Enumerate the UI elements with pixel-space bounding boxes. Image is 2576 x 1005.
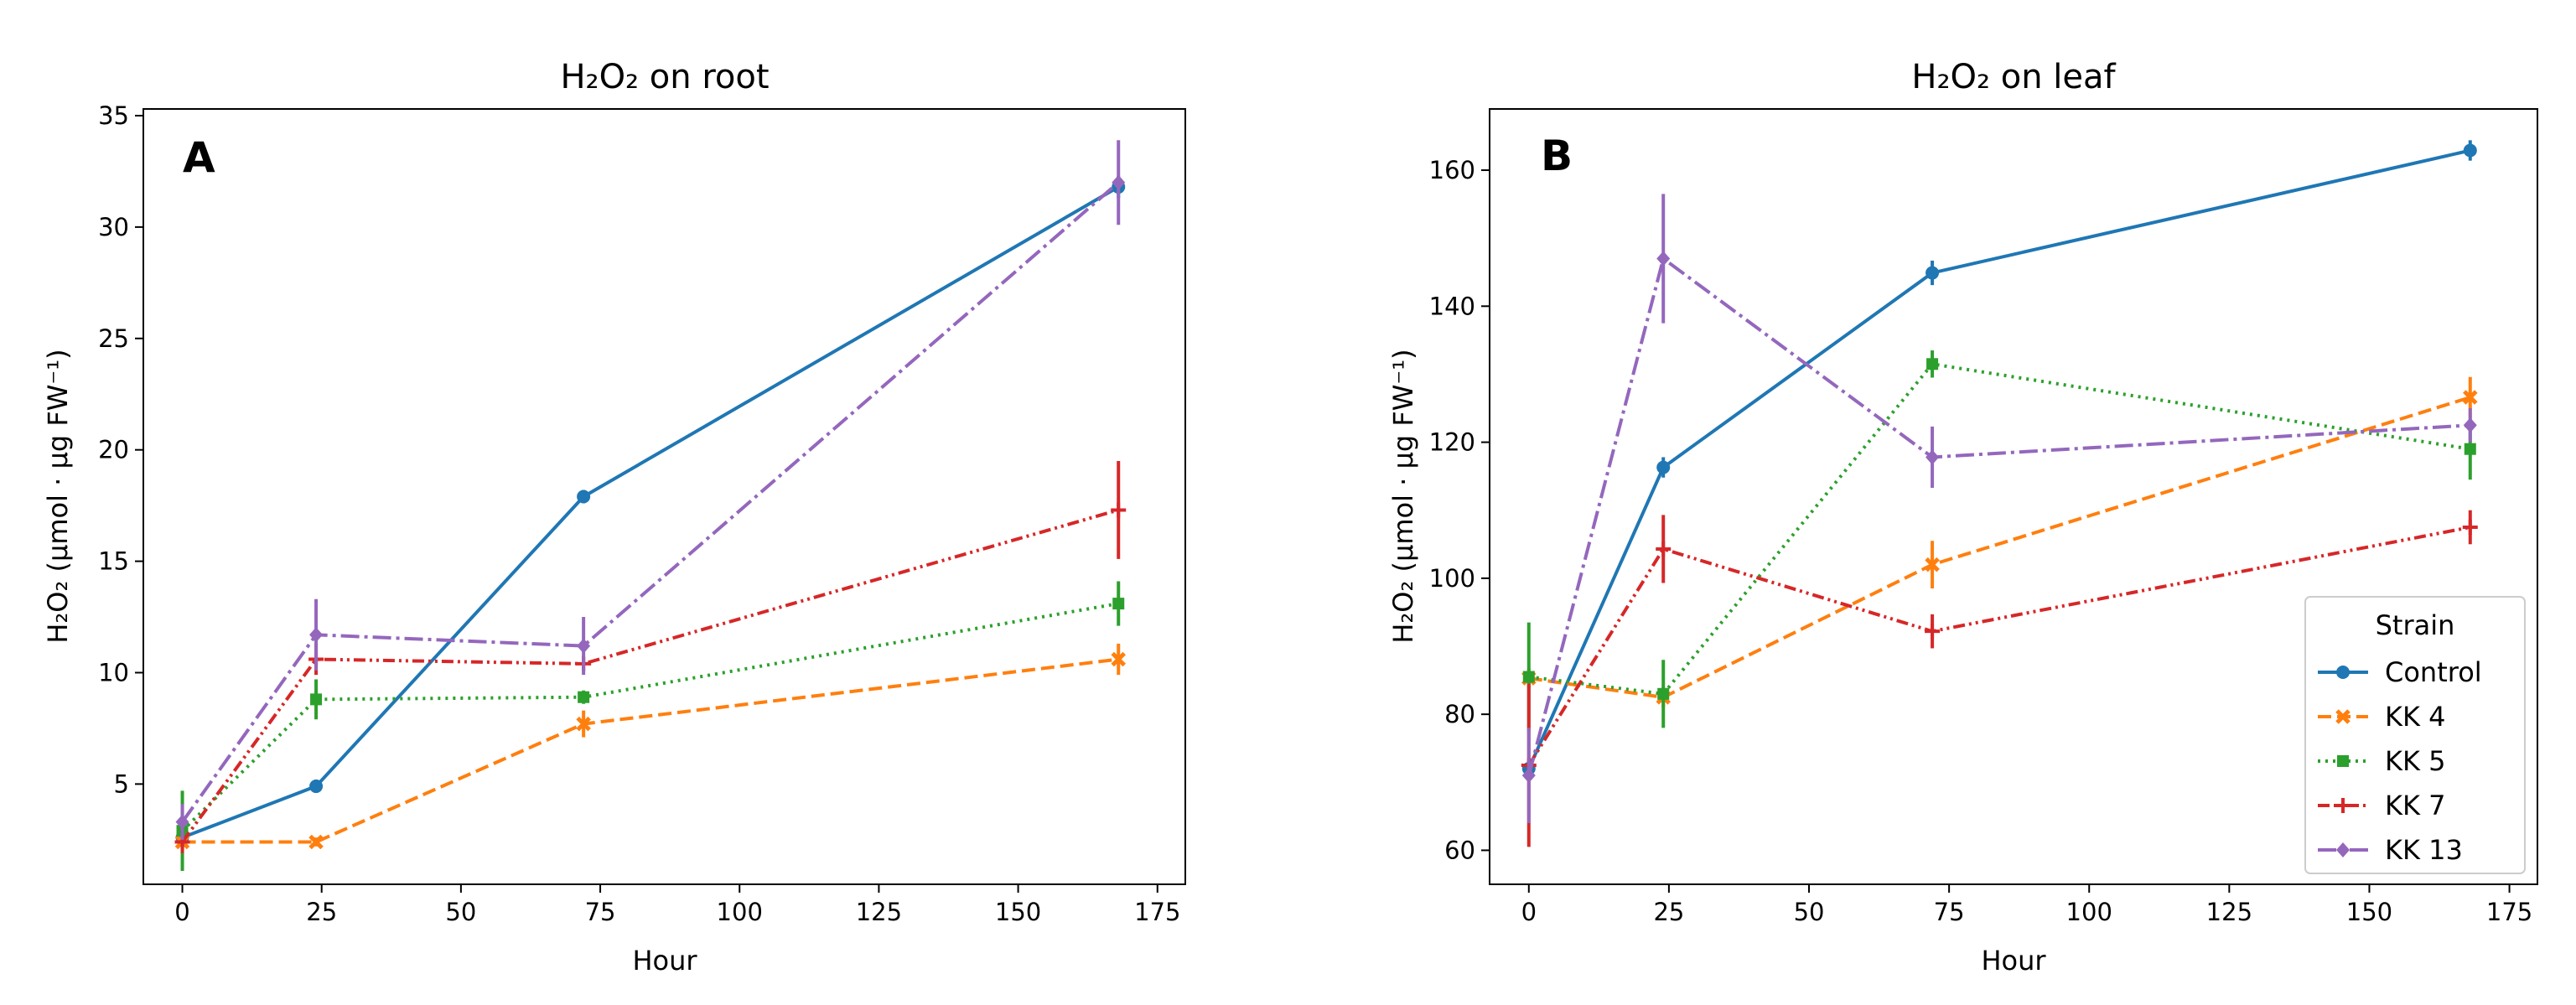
- legend-kk-7-marker: [2335, 798, 2351, 813]
- panel-a-series-kk-5-point: [310, 693, 323, 706]
- panel-a-series-kk-4-point: [308, 834, 324, 850]
- panel-a-series-kk-7-line: [180, 508, 1119, 843]
- panel-a-series-kk-13-point: [309, 627, 324, 643]
- legend-title: Strain: [2376, 609, 2455, 641]
- panel-b-y-tick-label: 100: [1429, 564, 1475, 593]
- legend-kk-5-label: KK 5: [2385, 745, 2446, 777]
- panel-a-series-kk-13-point: [1112, 174, 1126, 190]
- panel-b-x-tick-label: 100: [2066, 898, 2112, 926]
- panel-a-series-kk-4-point: [1111, 651, 1127, 667]
- panel-b-series-kk-7-line: [1527, 526, 2471, 767]
- panel-a-x-tick-label: 150: [995, 898, 1041, 926]
- panel-a: H₂O₂ on root 0 25 50 75 100 125 150 175 5 10 15 20…: [42, 58, 1186, 977]
- panel-b-series-kk-5-point: [1657, 687, 1670, 700]
- panel-a-series-kk-5-point: [578, 691, 590, 703]
- panel-b-y-tick-label: 80: [1444, 700, 1475, 728]
- legend: Strain Control KK 4 KK 5 KK 7 KK 13: [2304, 596, 2526, 874]
- panel-a-x-ticks: 0 25 50 75 100 125 150 175: [174, 884, 1180, 926]
- panel-a-y-tick-label: 5: [114, 769, 129, 798]
- panel-a-x-tick-label: 50: [445, 898, 476, 926]
- panel-a-y-tick-label: 15: [98, 547, 129, 576]
- panel-b-letter: B: [1541, 132, 1573, 180]
- panel-b-series-kk-5-point: [1926, 358, 1939, 370]
- panel-b-y-tick-label: 160: [1429, 156, 1475, 184]
- legend-box: [2304, 596, 2526, 874]
- legend-items: Control KK 4 KK 5 KK 7 KK 13: [2318, 656, 2482, 866]
- panel-b-series-kk-4-point: [1925, 557, 1940, 572]
- panel-b-series-kk-7-point: [1925, 624, 1941, 640]
- panel-a-x-tick-label: 125: [856, 898, 902, 926]
- panel-a-x-tick-label: 0: [174, 898, 189, 926]
- panel-a-series-control-point: [309, 780, 324, 794]
- panel-a-series-kk-5-line: [181, 602, 1119, 832]
- panel-a-letter: A: [183, 133, 215, 182]
- panel-a-series-kk-13-point: [175, 814, 189, 830]
- panel-b-series-kk-5-point: [2464, 443, 2476, 455]
- legend-control-marker: [2336, 666, 2350, 679]
- panel-a-y-tick-label: 25: [98, 324, 129, 353]
- panel-a-x-tick-label: 25: [306, 898, 337, 926]
- legend-kk-5-marker: [2337, 755, 2349, 767]
- panel-a-series-kk-13-point: [577, 638, 591, 654]
- panel-b-series-control-point: [2463, 143, 2477, 158]
- panel-b-x-tick-label: 0: [1521, 898, 1537, 926]
- panel-b-x-axis-label: Hour: [1981, 945, 2046, 977]
- panel-a-y-ticks: 5 10 15 20 25 30 35: [98, 101, 143, 798]
- panel-a-x-tick-label: 100: [717, 898, 763, 926]
- panel-b-y-tick-label: 60: [1444, 836, 1475, 864]
- panel-a-series-kk-4-point: [576, 716, 591, 732]
- panel-a-x-tick-label: 75: [585, 898, 616, 926]
- legend-control-label: Control: [2385, 656, 2482, 688]
- legend-kk-13-marker: [2336, 842, 2350, 857]
- legend-kk-4-label: KK 4: [2385, 701, 2446, 733]
- panel-a-series-kk-13-line: [180, 181, 1120, 823]
- panel-a-y-tick-label: 35: [98, 101, 129, 130]
- panel-a-series-kk-5-point: [1112, 598, 1125, 610]
- panel-b-plot-area: [1521, 140, 2478, 847]
- legend-kk-13-label: KK 13: [2385, 834, 2463, 866]
- panel-a-y-tick-label: 30: [98, 213, 129, 241]
- panel-a-y-tick-label: 10: [98, 658, 129, 686]
- panel-a-series-kk-7-point: [1111, 502, 1127, 518]
- panel-a-y-axis-label: H₂O₂ (µmol · µg FW⁻¹): [42, 349, 74, 643]
- panel-b-series-control-point: [1656, 460, 1671, 474]
- panel-b-series-kk-13-line: [1526, 256, 2470, 776]
- panel-b-title: H₂O₂ on leaf: [1911, 58, 2116, 96]
- panel-b-x-ticks: 0 25 50 75 100 125 150 175: [1521, 884, 2532, 926]
- panel-b-x-tick-label: 50: [1794, 898, 1825, 926]
- panel-b-x-tick-label: 150: [2346, 898, 2392, 926]
- panel-b-y-axis-label: H₂O₂ (µmol · µg FW⁻¹): [1387, 349, 1419, 643]
- panel-a-plot-area: [174, 140, 1127, 872]
- panel-b-series-kk-7-point: [1656, 541, 1672, 557]
- panel-b-series-kk-4-point: [2463, 390, 2478, 405]
- panel-b: H₂O₂ on leaf 0 25 50 75 100 125 150 175 60 80 100…: [1387, 58, 2538, 977]
- panel-b-x-tick-label: 175: [2486, 898, 2532, 926]
- panel-a-title: H₂O₂ on root: [560, 58, 769, 96]
- panel-b-series-control-line: [1526, 148, 2471, 769]
- panel-b-y-ticks: 60 80 100 120 140 160: [1429, 156, 1490, 864]
- panel-b-series-kk-13-point: [1926, 449, 1940, 465]
- panel-b-series-kk-5-point: [1522, 671, 1535, 683]
- panel-b-y-tick-label: 140: [1429, 292, 1475, 320]
- panel-a-x-tick-label: 175: [1134, 898, 1180, 926]
- panel-b-y-tick-label: 120: [1429, 428, 1475, 457]
- panel-b-x-tick-label: 75: [1934, 898, 1965, 926]
- panel-a-y-tick-label: 20: [98, 436, 129, 464]
- panel-b-series-control-point: [1926, 266, 1940, 280]
- legend-kk-7-label: KK 7: [2385, 790, 2446, 821]
- panel-a-series-control-point: [577, 490, 591, 504]
- panel-b-series-kk-13-point: [1521, 768, 1536, 784]
- panel-b-series-kk-5-line: [1528, 362, 2471, 696]
- panel-b-x-tick-label: 25: [1653, 898, 1684, 926]
- panel-b-series-kk-7-point: [2462, 520, 2478, 536]
- panel-a-plot-frame: [143, 108, 1186, 885]
- panel-a-x-axis-label: Hour: [632, 945, 697, 977]
- panel-b-series-kk-4-line: [1528, 396, 2471, 699]
- panel-b-x-tick-label: 125: [2206, 898, 2252, 926]
- legend-kk-4-marker: [2335, 709, 2351, 724]
- panel-a-series-kk-4-line: [182, 657, 1119, 844]
- panel-b-series-kk-13-point: [2463, 417, 2477, 433]
- panel-b-series-kk-13-point: [1656, 251, 1671, 267]
